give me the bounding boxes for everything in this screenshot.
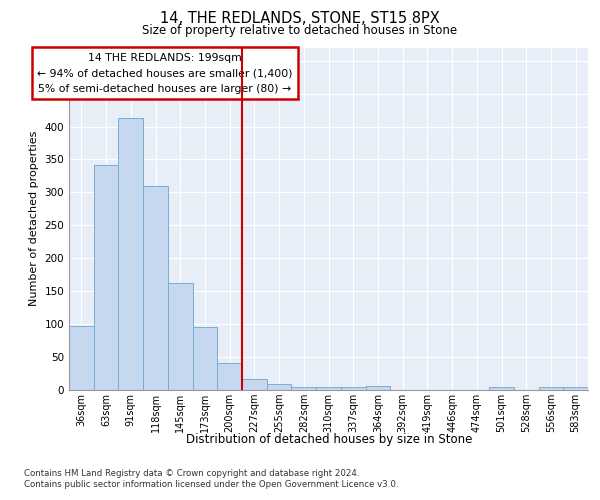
Bar	[168, 282, 193, 390]
Text: 14 THE REDLANDS: 199sqm
← 94% of detached houses are smaller (1,400)
5% of semi-: 14 THE REDLANDS: 199sqm ← 94% of detache…	[37, 52, 293, 94]
Bar	[539, 386, 563, 390]
Bar	[316, 386, 341, 390]
Text: Contains HM Land Registry data © Crown copyright and database right 2024.: Contains HM Land Registry data © Crown c…	[24, 469, 359, 478]
Bar	[267, 384, 292, 390]
Bar	[489, 386, 514, 390]
Text: 14, THE REDLANDS, STONE, ST15 8PX: 14, THE REDLANDS, STONE, ST15 8PX	[160, 11, 440, 26]
Bar	[242, 380, 267, 390]
Bar	[94, 166, 118, 390]
Bar	[217, 363, 242, 390]
Text: Distribution of detached houses by size in Stone: Distribution of detached houses by size …	[185, 432, 472, 446]
Text: Contains public sector information licensed under the Open Government Licence v3: Contains public sector information licen…	[24, 480, 398, 489]
Bar	[341, 386, 365, 390]
Bar	[563, 386, 588, 390]
Bar	[365, 386, 390, 390]
Bar	[193, 328, 217, 390]
Bar	[69, 326, 94, 390]
Y-axis label: Number of detached properties: Number of detached properties	[29, 131, 39, 306]
Bar	[118, 118, 143, 390]
Text: Size of property relative to detached houses in Stone: Size of property relative to detached ho…	[142, 24, 458, 37]
Bar	[143, 186, 168, 390]
Bar	[292, 386, 316, 390]
